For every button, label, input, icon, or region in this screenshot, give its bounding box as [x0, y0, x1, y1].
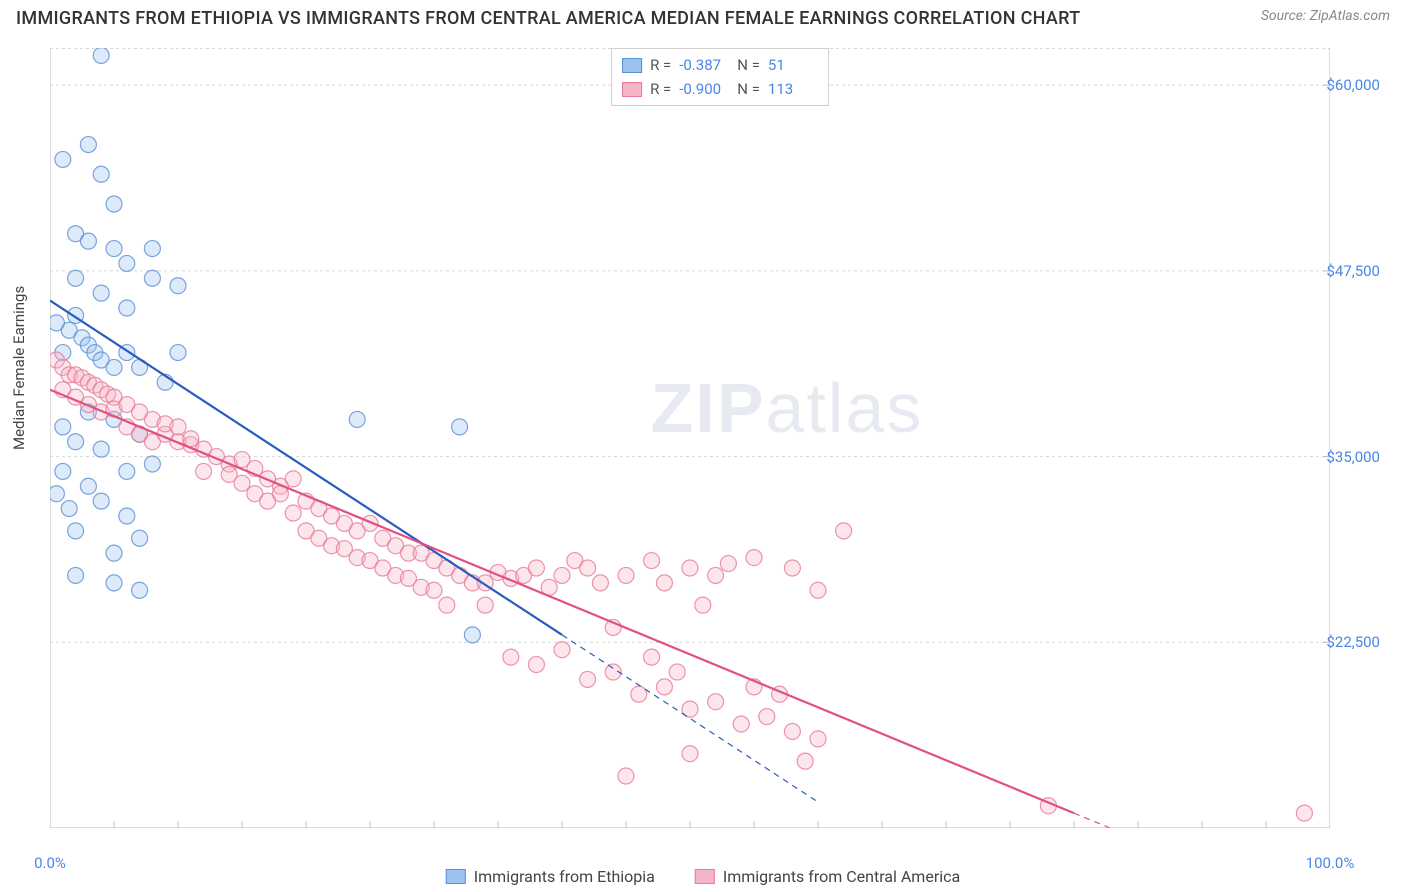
y-tick-label: $35,000: [1326, 448, 1380, 466]
legend-item-ethiopia: Immigrants from Ethiopia: [446, 867, 655, 886]
N-label: N =: [737, 77, 760, 101]
y-tick-label: $22,500: [1326, 633, 1380, 651]
y-tick-label: $47,500: [1326, 262, 1380, 280]
swatch-central_america: [622, 82, 642, 97]
stats-row-ethiopia: R = -0.387 N = 51: [622, 53, 818, 77]
swatch-ethiopia: [622, 58, 642, 73]
y-tick-label: $60,000: [1326, 76, 1380, 94]
legend-label-central_america: Immigrants from Central America: [723, 867, 960, 886]
R-label: R =: [650, 53, 671, 77]
R-label: R =: [650, 77, 671, 101]
R-value-central_america: -0.900: [679, 77, 729, 101]
legend-label-ethiopia: Immigrants from Ethiopia: [474, 867, 655, 886]
legend-swatch-ethiopia: [446, 869, 466, 884]
legend-item-central_america: Immigrants from Central America: [695, 867, 960, 886]
N-label: N =: [737, 53, 760, 77]
x-tick-label: 100.0%: [1306, 854, 1355, 872]
source-label: Source: ZipAtlas.com: [1261, 8, 1390, 24]
scatter-plot-svg: [50, 48, 1330, 828]
legend: Immigrants from Ethiopia Immigrants from …: [446, 867, 960, 886]
correlation-stats-box: R = -0.387 N = 51 R = -0.900 N = 113: [611, 48, 829, 106]
x-tick-label: 0.0%: [34, 854, 66, 872]
chart-title: IMMIGRANTS FROM ETHIOPIA VS IMMIGRANTS F…: [16, 8, 1080, 29]
chart-plot-area: ZIPatlas R =-0.387N =51R =-0.900N =113 $…: [50, 48, 1390, 848]
legend-swatch-central_america: [695, 869, 715, 884]
N-value-central_america: 113: [768, 77, 818, 101]
R-value-ethiopia: -0.387: [679, 53, 729, 77]
y-axis-label: Median Female Earnings: [10, 286, 28, 450]
stats-row-central_america: R = -0.900 N = 113: [622, 77, 818, 101]
N-value-ethiopia: 51: [768, 53, 818, 77]
